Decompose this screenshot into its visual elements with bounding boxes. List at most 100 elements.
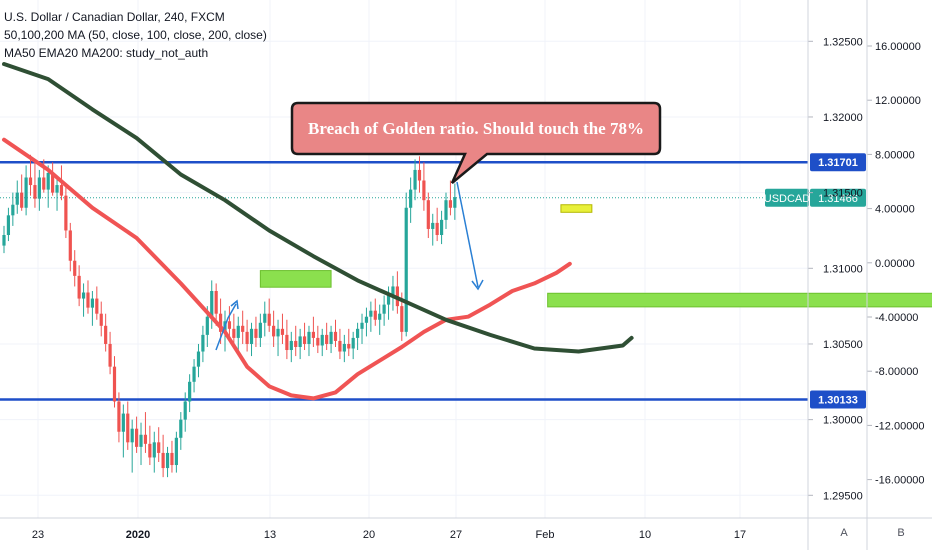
candle-body [333,331,338,341]
candle-body [342,343,346,352]
candle-body [152,442,156,458]
candle-body [196,351,201,367]
candle-body [126,413,130,443]
current-price-badge [810,188,866,207]
candle-body [431,222,435,229]
secondary-tick-label: -8.00000 [875,366,918,378]
price-tick-label: 1.32000 [823,112,863,124]
x-tick-label: 10 [639,529,651,541]
candle-body [417,169,422,181]
candle-body [382,304,386,314]
candle-body [51,172,55,193]
callout-text: Breach of Golden ratio. Should touch the… [308,119,644,138]
candle-body [311,331,315,338]
candle-body [135,428,139,447]
ma200-line [2,62,634,354]
candle-body [143,434,148,444]
x-tick-label: 2020 [126,529,150,541]
candle-body [130,428,134,443]
candle-body [161,452,165,469]
moving-averages [2,62,634,401]
zones [259,204,932,308]
candle-body [378,313,382,320]
down-arrow-head [471,279,484,291]
candle-body [179,419,183,438]
level-badge [810,390,866,409]
legend-custom-study[interactable]: MA50 EMA20 MA200: study_not_auth [4,46,209,60]
candle-body [6,215,11,236]
candle-body [236,325,240,338]
secondary-tick-label: 8.00000 [875,149,915,161]
legend-symbol[interactable]: U.S. Dollar / Canadian Dollar, 240, FXCM [4,10,225,24]
candle-body [338,340,342,352]
candle-body [272,325,276,337]
candle-body [99,313,103,326]
candle-body [33,185,37,199]
candle-body [139,434,143,447]
candle-body [320,334,324,346]
secondary-tick-label: 16.00000 [875,41,921,53]
x-tick-label: 20 [363,529,375,541]
candle-body [37,177,41,199]
candle-body [28,177,33,186]
candle-body [64,195,68,231]
price-tick-label: 1.32500 [823,36,863,48]
x-tick-label: Feb [536,529,555,541]
candle-body [232,328,236,338]
candle-body [86,292,90,308]
secondary-scale-button[interactable]: B [897,527,905,539]
candle-body [439,219,444,236]
secondary-tick-label: -12.00000 [875,420,925,432]
up-arrow-head [230,299,239,310]
candle-body [249,328,254,344]
current-price-label: 1.31466 [818,193,858,205]
candle-body [227,321,232,329]
symbol-label: USDCAD [764,193,811,205]
annotation-callout[interactable]: Breach of Golden ratio. Should touch the… [290,101,662,184]
legend: U.S. Dollar / Canadian Dollar, 240, FXCM… [4,8,267,62]
candle-body [267,313,271,326]
candle-body [285,334,289,351]
up-arrow-line [215,303,237,351]
candle-body [435,222,439,236]
x-tick-label: 13 [264,529,276,541]
candle-body [444,200,448,220]
x-tick-label: 17 [734,529,746,541]
candle-body [46,172,50,190]
level-badge [810,153,866,172]
candle-body [148,443,152,458]
secondary-tick-label: -4.00000 [875,312,918,324]
candle-body [307,331,311,344]
candle-body [245,331,249,344]
candle-body [289,340,293,351]
candle-body [188,381,192,402]
legend-ma-study[interactable]: 50,100,200 MA (50, close, 100, close, 20… [4,28,267,42]
candle-body [81,292,86,299]
callout-bubble[interactable] [290,101,662,184]
arrows [215,181,484,351]
candle-body [174,437,178,466]
fib-zone [560,204,593,213]
auto-scale-button[interactable]: A [840,527,848,539]
candle-body [24,177,28,208]
candle-body [391,286,395,296]
candle-body [165,452,170,469]
secondary-tick-label: 0.00000 [875,258,915,270]
candle-body [183,401,187,420]
candle-body [263,313,267,323]
candle-body [404,207,408,332]
candle-body [364,316,369,323]
target-zone [547,292,932,308]
candle-body [254,328,258,338]
candle-body [258,322,262,338]
support-zone [259,270,332,288]
candle-body [117,401,121,432]
candle-body [325,334,329,344]
candle-body [329,331,333,344]
horizontal-levels[interactable]: 1.31701 1.30133 USDCAD 1.31466 [0,153,866,409]
candle-body [453,197,457,208]
candle-body [2,235,6,246]
secondary-tick-label: 4.00000 [875,204,915,216]
